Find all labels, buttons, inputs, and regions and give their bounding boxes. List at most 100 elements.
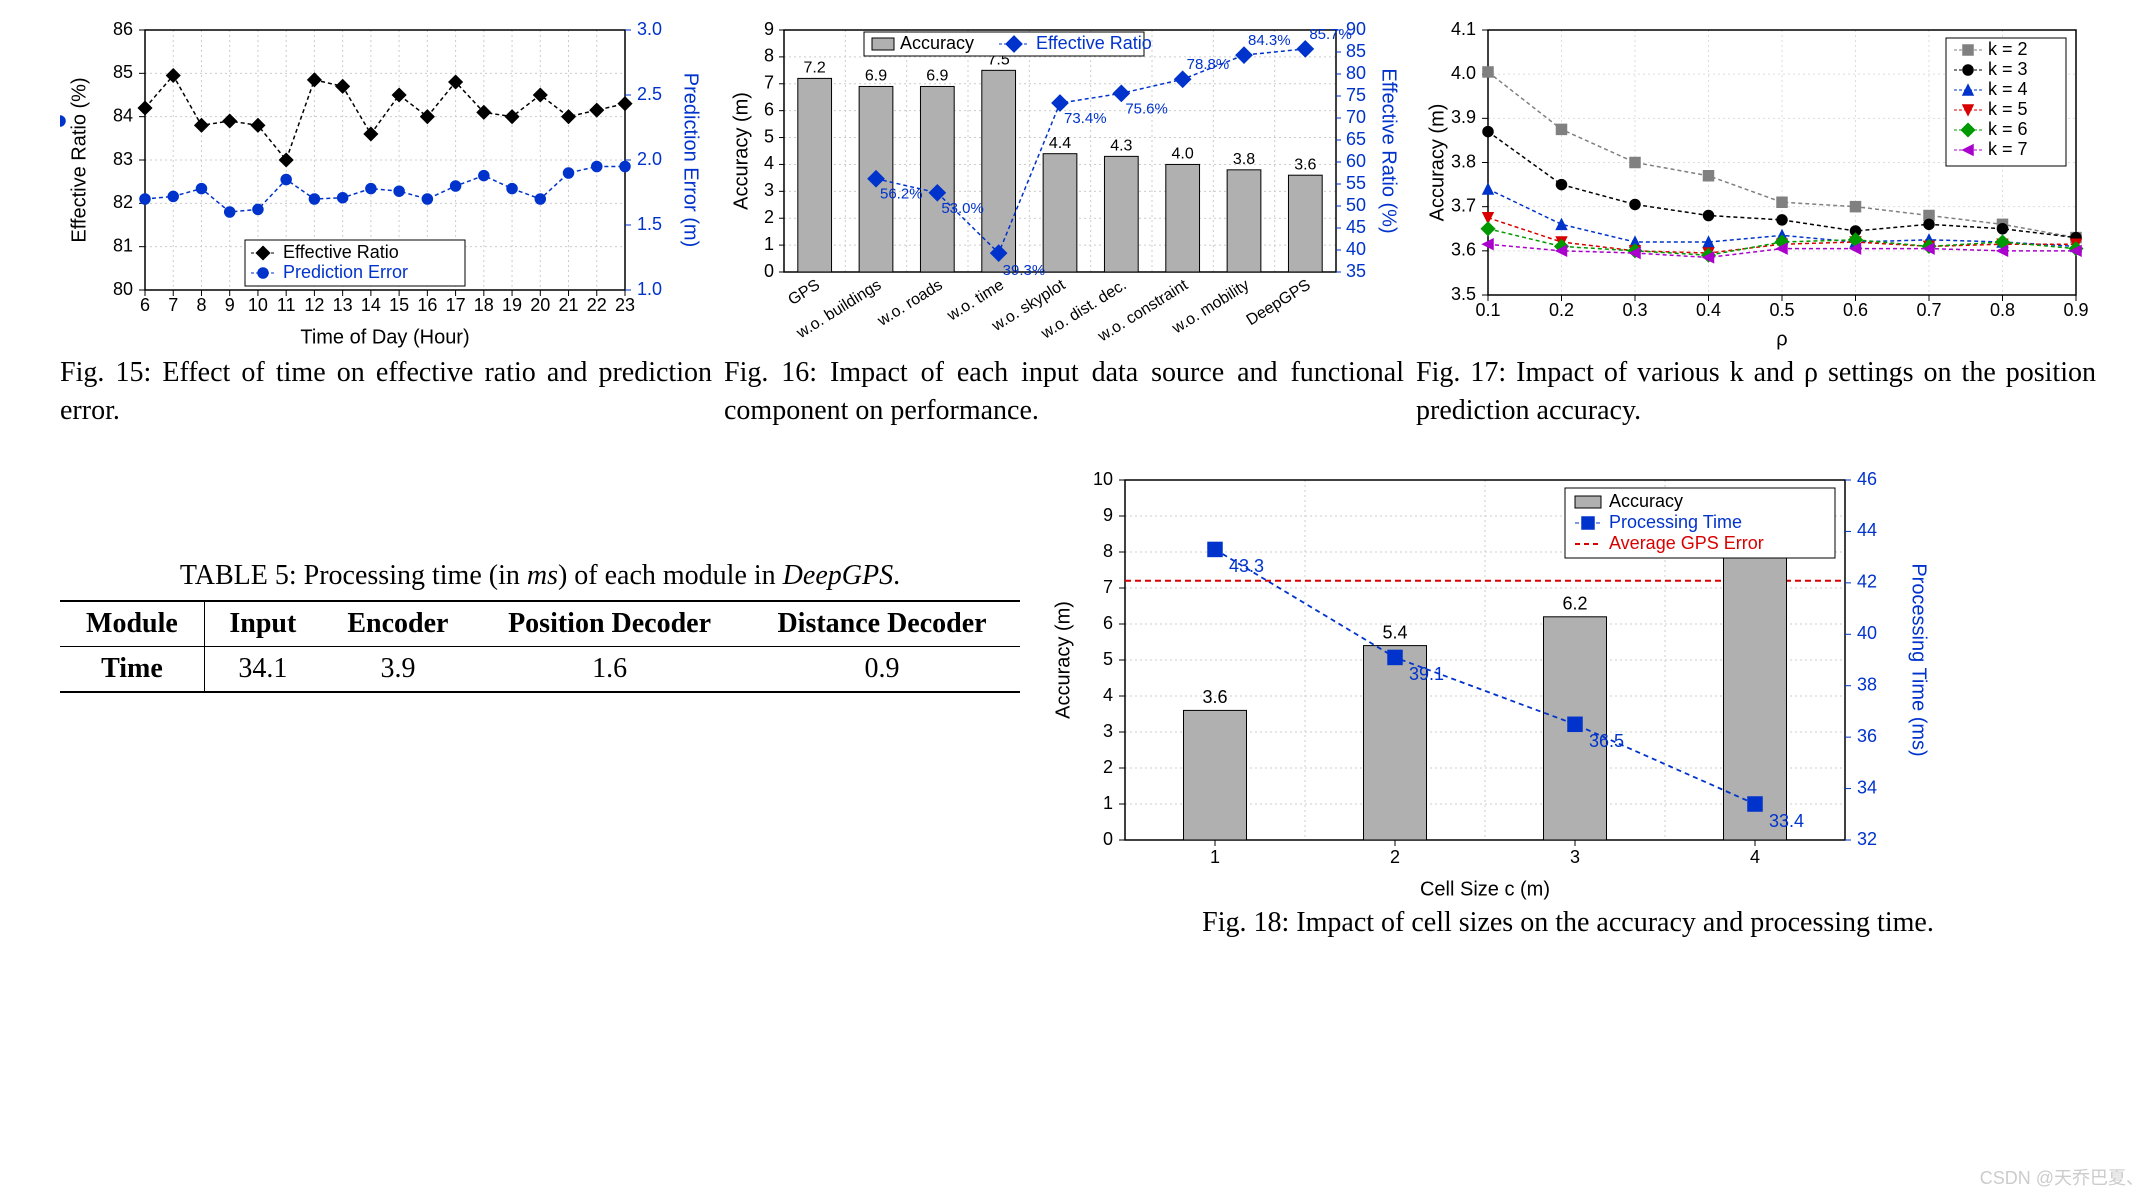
svg-text:56.2%: 56.2%	[880, 186, 923, 203]
svg-text:3: 3	[1103, 720, 1113, 740]
svg-text:0.9: 0.9	[2063, 300, 2088, 320]
svg-text:Accuracy (m): Accuracy (m)	[730, 92, 752, 210]
svg-text:8: 8	[764, 46, 774, 66]
svg-text:11: 11	[277, 295, 296, 315]
svg-text:6.9: 6.9	[926, 68, 948, 85]
svg-text:GPS: GPS	[785, 277, 823, 309]
table5-title-post: .	[893, 560, 900, 591]
svg-text:3.8: 3.8	[1233, 151, 1255, 168]
svg-text:23: 23	[615, 295, 635, 315]
svg-text:84: 84	[113, 105, 133, 125]
fig16-block: 0123456789354045505560657075808590Accura…	[724, 10, 1404, 430]
table5-col1: Encoder	[321, 601, 475, 647]
table5-col0: Input	[204, 601, 320, 647]
svg-text:86: 86	[113, 19, 133, 39]
svg-text:75: 75	[1346, 85, 1366, 105]
svg-text:50: 50	[1346, 195, 1366, 215]
svg-text:9: 9	[225, 295, 235, 315]
svg-text:7.2: 7.2	[804, 60, 826, 77]
svg-text:5.4: 5.4	[1382, 622, 1407, 642]
svg-text:7: 7	[168, 295, 178, 315]
svg-text:83: 83	[113, 149, 133, 169]
svg-text:4.4: 4.4	[1049, 135, 1071, 152]
svg-text:42: 42	[1857, 571, 1877, 591]
svg-text:5: 5	[1103, 648, 1113, 668]
svg-text:20: 20	[530, 295, 550, 315]
table5-val3: 0.9	[744, 646, 1020, 692]
svg-text:3.9: 3.9	[1451, 107, 1476, 127]
table5-col2: Position Decoder	[475, 601, 744, 647]
svg-text:35: 35	[1346, 261, 1366, 281]
svg-text:k = 7: k = 7	[1988, 139, 2028, 159]
table5-title-pre: TABLE 5: Processing time (in	[180, 560, 527, 591]
svg-text:Average GPS Error: Average GPS Error	[1609, 532, 1764, 552]
svg-text:34: 34	[1857, 777, 1877, 797]
svg-text:ρ: ρ	[1776, 328, 1787, 350]
svg-text:1: 1	[764, 234, 774, 254]
svg-text:80: 80	[113, 279, 133, 299]
svg-text:4: 4	[1750, 846, 1760, 866]
svg-text:7: 7	[1103, 576, 1113, 596]
svg-text:2.5: 2.5	[637, 84, 662, 104]
svg-text:7: 7	[764, 73, 774, 93]
table5-val1: 3.9	[321, 646, 475, 692]
svg-text:39.1: 39.1	[1409, 664, 1444, 684]
svg-text:12: 12	[304, 295, 324, 315]
svg-text:82: 82	[113, 192, 133, 212]
svg-text:0.5: 0.5	[1769, 300, 1794, 320]
svg-text:6: 6	[140, 295, 150, 315]
table5-col3: Distance Decoder	[744, 601, 1020, 647]
svg-text:36.5: 36.5	[1589, 731, 1624, 751]
svg-text:2.0: 2.0	[637, 149, 662, 169]
svg-text:21: 21	[559, 295, 579, 315]
svg-text:Accuracy: Accuracy	[1609, 490, 1683, 510]
svg-text:10: 10	[248, 295, 268, 315]
svg-text:55: 55	[1346, 173, 1366, 193]
svg-text:2: 2	[1390, 846, 1400, 866]
svg-text:22: 22	[587, 295, 607, 315]
svg-text:0.6: 0.6	[1843, 300, 1868, 320]
table5-val2: 1.6	[475, 646, 744, 692]
svg-text:Effective Ratio: Effective Ratio	[283, 242, 399, 262]
svg-text:6: 6	[764, 99, 774, 119]
fig18-block: 01234567891032343638404244461234Cell Siz…	[1040, 460, 2096, 942]
svg-text:14: 14	[361, 295, 381, 315]
svg-text:3.6: 3.6	[1202, 687, 1227, 707]
table5: Module Input Encoder Position Decoder Di…	[60, 600, 1020, 693]
svg-text:Prediction Error (m): Prediction Error (m)	[680, 73, 702, 247]
svg-text:k = 4: k = 4	[1988, 79, 2028, 99]
table5-val0: 34.1	[204, 646, 320, 692]
fig18-caption: Fig. 18: Impact of cell sizes on the acc…	[1040, 904, 2096, 942]
svg-text:k = 3: k = 3	[1988, 59, 2028, 79]
svg-text:15: 15	[389, 295, 409, 315]
fig17-caption: Fig. 17: Impact of various k and ρ setti…	[1416, 354, 2096, 430]
svg-text:k = 2: k = 2	[1988, 39, 2028, 59]
table5-title-ms: ms	[527, 560, 558, 591]
fig15-caption: Fig. 15: Effect of time on effective rat…	[60, 354, 712, 430]
svg-text:6.2: 6.2	[1562, 593, 1587, 613]
svg-text:65: 65	[1346, 129, 1366, 149]
svg-text:0.1: 0.1	[1475, 300, 1500, 320]
svg-text:4.3: 4.3	[1110, 138, 1132, 155]
svg-text:0.3: 0.3	[1622, 300, 1647, 320]
table5-title-mid: ) of each module in	[558, 560, 783, 591]
svg-text:8: 8	[196, 295, 206, 315]
svg-text:3.8: 3.8	[1451, 151, 1476, 171]
svg-text:4: 4	[764, 153, 774, 173]
fig16-chart: 0123456789354045505560657075808590Accura…	[724, 10, 1404, 350]
svg-text:16: 16	[417, 295, 437, 315]
svg-text:0: 0	[1103, 828, 1113, 848]
svg-text:3: 3	[1570, 846, 1580, 866]
svg-text:40: 40	[1857, 623, 1877, 643]
fig18-chart: 01234567891032343638404244461234Cell Siz…	[1040, 460, 1940, 900]
svg-text:2: 2	[1103, 756, 1113, 776]
svg-text:k = 6: k = 6	[1988, 119, 2028, 139]
svg-text:Accuracy (m): Accuracy (m)	[1052, 601, 1074, 719]
table5-rowlabel: Time	[60, 646, 204, 692]
svg-text:6: 6	[1103, 612, 1113, 632]
svg-text:w.o. roads: w.o. roads	[874, 277, 946, 331]
svg-text:Effective Ratio: Effective Ratio	[1036, 33, 1152, 53]
svg-text:53.0%: 53.0%	[941, 200, 984, 217]
svg-text:0.4: 0.4	[1696, 300, 1721, 320]
svg-text:10: 10	[1093, 468, 1113, 488]
